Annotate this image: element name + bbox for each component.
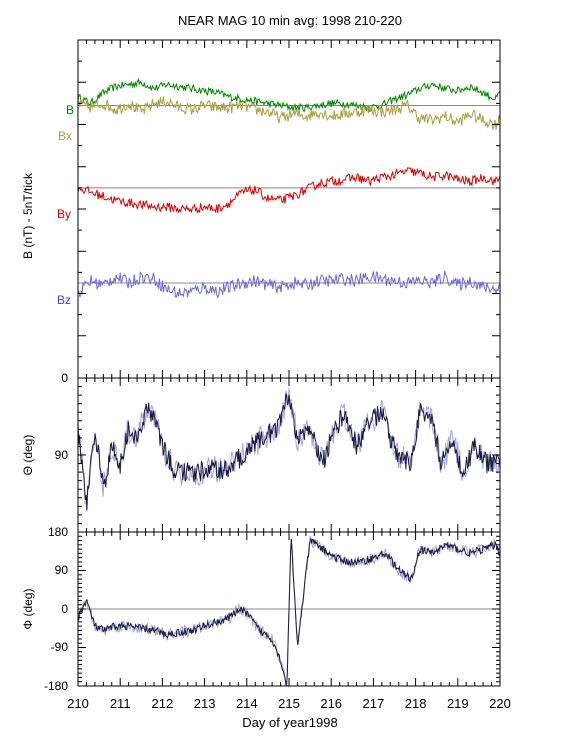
- series-label-bx: Bx: [58, 129, 72, 143]
- y-axis-label-phi: Φ (deg): [21, 589, 35, 630]
- series-line-phi: [77, 538, 501, 687]
- series-label-b: B: [66, 103, 74, 117]
- ticks: [77, 39, 501, 379]
- panel-phi: 180 90 0 -90 -180 Φ (deg): [21, 525, 501, 693]
- x-tick-label: 218: [405, 696, 427, 711]
- y-axis-label-field: B (nT) - 5nT/tick: [21, 172, 35, 259]
- series-lines: [77, 77, 501, 299]
- x-tick-label: 214: [236, 696, 258, 711]
- x-tick-label: 216: [320, 696, 342, 711]
- tick-label-field-0: 0: [61, 371, 68, 385]
- x-tick-labels: 210 211 212 213 214 215 216 217 218 219 220: [67, 696, 511, 711]
- series-line-theta: [77, 393, 501, 511]
- x-tick-label: 220: [489, 696, 511, 711]
- x-tick-label: 217: [363, 696, 385, 711]
- tick-label-phi-180: 180: [48, 525, 68, 539]
- series-spread-theta: [77, 387, 501, 505]
- series-line-b: [77, 77, 501, 113]
- series-line-bx: [77, 96, 501, 130]
- series-line-by: [77, 167, 501, 214]
- x-tick-label: 213: [194, 696, 216, 711]
- tick-label-phi-neg90: -90: [51, 640, 69, 654]
- panel-frame: [77, 39, 501, 379]
- panel-frame: [77, 377, 501, 533]
- x-axis-label: Day of year1998: [242, 715, 337, 730]
- ticks: [77, 377, 501, 533]
- series-lines: [77, 387, 501, 511]
- x-tick-label: 212: [152, 696, 174, 711]
- series-lines: [77, 536, 501, 687]
- x-tick-label: 211: [110, 696, 131, 711]
- x-tick-label: 210: [67, 696, 89, 711]
- series-label-by: By: [57, 207, 71, 221]
- x-tick-label: 219: [447, 696, 469, 711]
- tick-label-phi-0: 0: [61, 602, 68, 616]
- tick-label-theta-90: 90: [55, 448, 69, 462]
- panel-field: B Bx By Bz 0 B (nT) - 5nT/tick: [21, 39, 501, 385]
- ref-lines: [78, 104, 500, 284]
- tick-label-phi-neg180: -180: [44, 679, 68, 693]
- series-line-bz: [77, 270, 501, 299]
- ticks: [77, 531, 501, 687]
- series-label-bz: Bz: [57, 293, 71, 307]
- chart-title: NEAR MAG 10 min avg: 1998 210-220: [178, 13, 402, 28]
- panel-theta: 90 Θ (deg): [21, 377, 501, 533]
- y-axis-label-theta: Θ (deg): [21, 435, 35, 476]
- tick-label-phi-90: 90: [55, 563, 69, 577]
- x-tick-label: 215: [278, 696, 300, 711]
